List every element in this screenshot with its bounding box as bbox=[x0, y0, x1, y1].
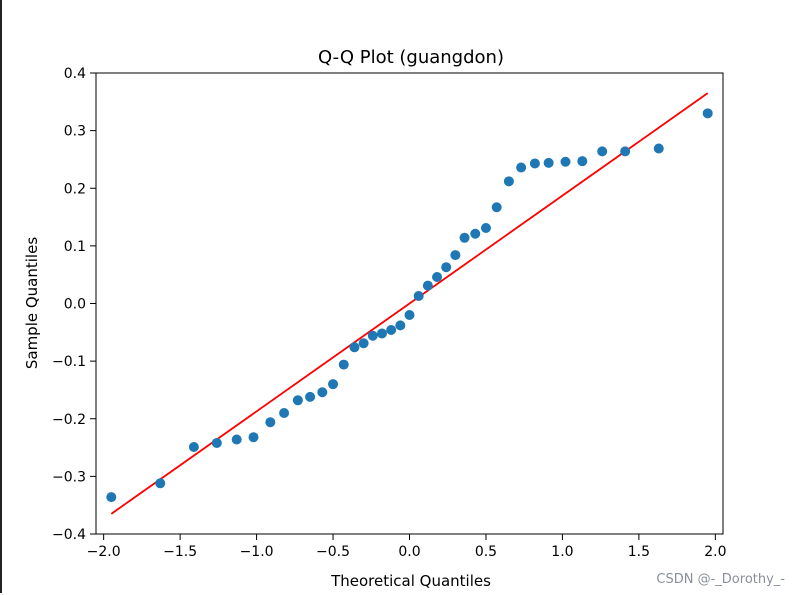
plot-frame bbox=[95, 72, 724, 535]
sample-point bbox=[211, 437, 222, 448]
y-axis-label: Sample Quantiles bbox=[23, 237, 41, 369]
sample-point bbox=[367, 330, 378, 341]
x-axis-ticks: −2.0 −1.5 −1.0 −0.5 0.0 0.5 1.0 1.5 2.0 bbox=[87, 534, 726, 560]
sample-point bbox=[450, 250, 461, 261]
sample-point bbox=[459, 232, 470, 243]
x-tick-label: 1.0 bbox=[551, 544, 573, 560]
sample-point bbox=[376, 328, 387, 339]
x-tick-label: 1.5 bbox=[628, 544, 650, 560]
sample-point bbox=[653, 143, 664, 154]
x-tick-label: 0.0 bbox=[398, 544, 420, 560]
y-tick-label: 0.2 bbox=[64, 181, 86, 197]
x-tick-label: 0.5 bbox=[475, 544, 497, 560]
watermark-text: CSDN @-_Dorothy_- bbox=[656, 572, 785, 587]
sample-points bbox=[106, 108, 713, 503]
sample-point bbox=[279, 407, 290, 418]
sample-point bbox=[597, 146, 608, 157]
x-tick-label: −0.5 bbox=[316, 544, 350, 560]
sample-point bbox=[432, 271, 443, 282]
sample-point bbox=[265, 417, 276, 428]
sample-point bbox=[503, 176, 514, 187]
y-tick-label: −0.2 bbox=[52, 412, 86, 428]
sample-point bbox=[480, 223, 491, 234]
sample-point bbox=[470, 228, 481, 239]
y-tick-label: 0.3 bbox=[64, 124, 86, 140]
sample-point bbox=[328, 379, 339, 390]
sample-point bbox=[560, 156, 571, 167]
sample-point bbox=[413, 291, 424, 302]
y-tick-label: 0.0 bbox=[64, 297, 86, 313]
sample-point bbox=[395, 320, 406, 331]
y-tick-label: −0.3 bbox=[52, 469, 86, 485]
sample-point bbox=[422, 280, 433, 291]
sample-point bbox=[188, 441, 199, 452]
x-tick-label: 2.0 bbox=[704, 544, 726, 560]
sample-point bbox=[317, 387, 328, 398]
y-tick-label: −0.1 bbox=[52, 354, 86, 370]
x-tick-label: −1.5 bbox=[163, 544, 197, 560]
sample-point bbox=[577, 156, 588, 167]
sample-point bbox=[516, 162, 527, 173]
sample-point bbox=[702, 108, 713, 119]
x-tick-label: −2.0 bbox=[87, 544, 121, 560]
sample-point bbox=[404, 310, 415, 321]
sample-point bbox=[620, 146, 631, 157]
sample-point bbox=[231, 434, 242, 445]
sample-point bbox=[543, 157, 554, 168]
sample-point bbox=[441, 262, 452, 273]
y-tick-label: 0.1 bbox=[64, 239, 86, 255]
y-tick-label: −0.4 bbox=[52, 527, 86, 543]
sample-point bbox=[155, 478, 166, 489]
sample-point bbox=[248, 432, 259, 443]
y-axis-ticks: −0.4 −0.3 −0.2 −0.1 0.0 0.1 0.2 0.3 0.4 bbox=[52, 66, 96, 543]
x-axis-label: Theoretical Quantiles bbox=[330, 572, 491, 590]
chart-title: Q-Q Plot (guangdon) bbox=[318, 47, 504, 68]
sample-point bbox=[386, 325, 397, 336]
y-tick-label: 0.4 bbox=[64, 66, 86, 82]
x-tick-label: −1.0 bbox=[240, 544, 274, 560]
sample-point bbox=[529, 158, 540, 169]
sample-point bbox=[292, 395, 303, 406]
sample-point bbox=[491, 202, 502, 213]
sample-point bbox=[358, 338, 369, 349]
sample-point bbox=[305, 391, 316, 402]
sample-point bbox=[349, 342, 360, 353]
sample-point bbox=[338, 359, 349, 370]
reference-line bbox=[110, 92, 709, 515]
sample-point bbox=[106, 492, 117, 503]
